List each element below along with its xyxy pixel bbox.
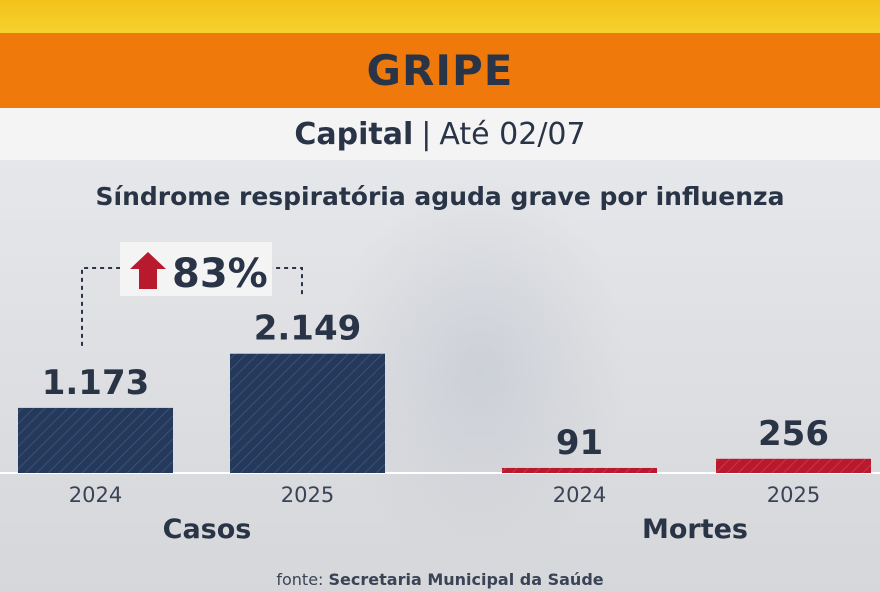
page-title: GRIPE — [366, 46, 514, 95]
top-strip — [0, 0, 880, 33]
chart-subtitle: Síndrome respiratória aguda grave por in… — [95, 182, 785, 211]
separator: | — [421, 116, 432, 152]
date-label: Até 02/07 — [439, 116, 586, 152]
up-arrow-icon — [130, 252, 166, 289]
data-label: 2.149 — [254, 309, 362, 349]
source-label: fonte: — [276, 570, 324, 589]
subtitle-bar: Capital | Até 02/07 — [0, 108, 880, 160]
bar-casos-2025 — [230, 353, 385, 473]
bar-mortes-2024 — [502, 467, 657, 473]
data-label: 1.173 — [42, 363, 150, 403]
x-tick-label: 2025 — [281, 483, 334, 507]
data-label: 256 — [758, 414, 829, 454]
location-label: Capital — [294, 116, 414, 152]
x-tick-label: 2024 — [553, 483, 606, 507]
bar-casos-2024 — [18, 407, 173, 473]
x-tick-label: 2024 — [69, 483, 122, 507]
source-name: Secretaria Municipal da Saúde — [328, 570, 604, 589]
title-bar: GRIPE — [0, 33, 880, 108]
data-label: 91 — [556, 423, 603, 463]
source-note: fonte: Secretaria Municipal da Saúde — [0, 570, 880, 589]
group-label: Mortes — [642, 514, 748, 545]
bar-mortes-2025 — [716, 458, 871, 473]
percent-change-label: 83% — [172, 251, 268, 297]
x-tick-label: 2025 — [767, 483, 820, 507]
group-label: Casos — [163, 514, 252, 545]
